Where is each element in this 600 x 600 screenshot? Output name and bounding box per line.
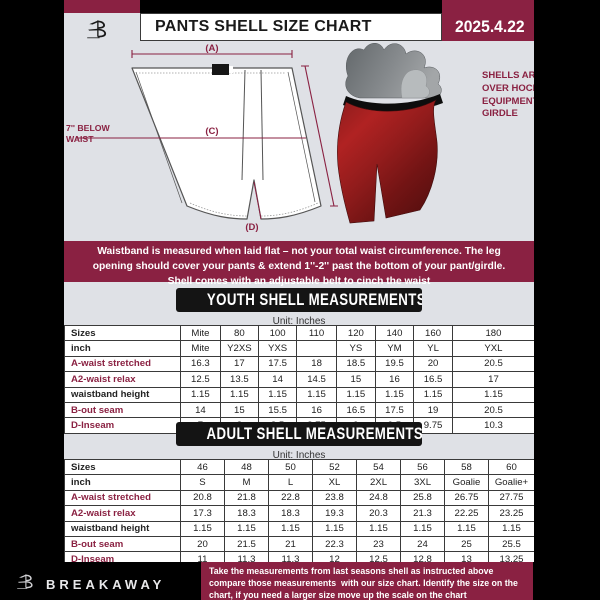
svg-text:(A): (A) (205, 43, 218, 54)
svg-text:(C): (C) (205, 126, 218, 137)
svg-text:7'' BELOW: 7'' BELOW (66, 123, 111, 133)
svg-text:(D): (D) (245, 222, 258, 233)
svg-text:WAIST: WAIST (66, 134, 94, 144)
